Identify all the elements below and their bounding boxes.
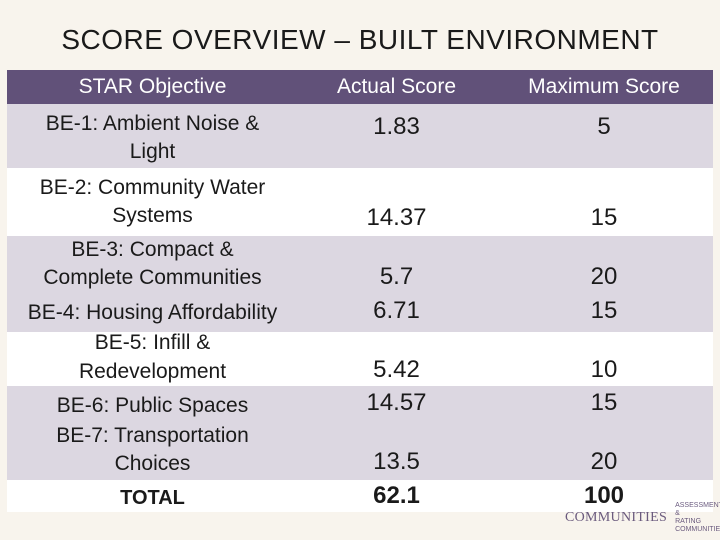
- objective-total: TOTAL: [120, 487, 185, 509]
- row-band-2: [7, 168, 713, 236]
- row-band-1: [7, 104, 713, 168]
- actual-be-1: 1.83: [373, 113, 420, 140]
- actual-be-7: 13.5: [373, 448, 420, 475]
- objective-be-6: BE-6: Public Spaces: [56, 394, 249, 417]
- objective-be-7-line-1: BE-7: Transportation: [56, 424, 249, 447]
- objective-be-3-line-1: BE-3: Compact &: [71, 238, 234, 261]
- actual-be-3: 5.7: [379, 263, 414, 290]
- row-band-6: [7, 480, 713, 512]
- max-total: 100: [583, 482, 625, 509]
- objective-be-5-line-1: BE-5: Infill &: [94, 331, 211, 354]
- objective-be-4: BE-4: Housing Affordability: [27, 301, 278, 324]
- objective-be-5-line-2: Redevelopment: [78, 360, 227, 383]
- objective-be-2-line-2: Systems: [112, 204, 193, 227]
- row-band-4: [7, 332, 713, 386]
- actual-be-5: 5.42: [373, 356, 420, 383]
- row-band-3: [7, 236, 713, 332]
- objective-be-3-line-2: Complete Communities: [43, 266, 262, 289]
- logo-tagline-1: ASSESSMENT &: [675, 502, 720, 517]
- max-be-2: 15: [590, 204, 618, 231]
- logo-wordmark: COMMUNITIES: [565, 510, 668, 525]
- logo-tagline: ASSESSMENT & RATING COMMUNITIES: [675, 502, 720, 534]
- page-title: SCORE OVERVIEW – BUILT ENVIRONMENT: [61, 24, 659, 55]
- max-be-5: 10: [590, 356, 618, 383]
- actual-total: 62.1: [373, 482, 420, 509]
- header-actual-score: Actual Score: [298, 70, 495, 104]
- objective-be-7-line-2: Choices: [114, 452, 191, 475]
- actual-be-2: 14.37: [366, 204, 427, 231]
- actual-be-4: 6.71: [373, 297, 420, 324]
- header-star-objective: STAR Objective: [7, 70, 298, 104]
- max-be-6: 15: [590, 389, 618, 416]
- header-maximum-score: Maximum Score: [495, 70, 713, 104]
- max-be-4: 15: [590, 297, 618, 324]
- logo-tagline-2: RATING COMMUNITIES: [675, 518, 720, 533]
- max-be-3: 20: [590, 263, 618, 290]
- star-communities-logo: COMMUNITIES ASSESSMENT & RATING COMMUNIT…: [565, 502, 720, 533]
- max-be-1: 5: [597, 113, 611, 140]
- row-band-5: [7, 386, 713, 480]
- objective-be-1-line-1: BE-1: Ambient Noise &: [45, 112, 260, 135]
- objective-be-2-line-1: BE-2: Community Water: [39, 176, 266, 199]
- actual-be-6: 14.57: [366, 389, 427, 416]
- max-be-7: 20: [590, 448, 618, 475]
- objective-be-1-line-2: Light: [129, 140, 176, 163]
